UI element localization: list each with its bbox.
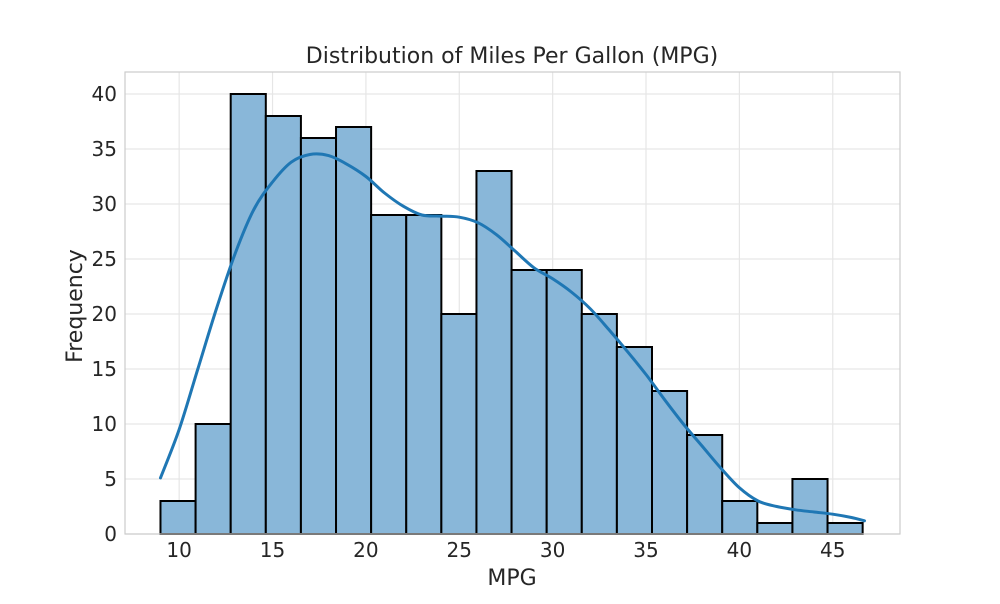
histogram-bar (299, 137, 338, 535)
y-tick-label: 0 (104, 522, 117, 546)
x-axis-label: MPG (487, 566, 536, 591)
y-tick-label: 15 (92, 357, 117, 381)
histogram-bar (194, 423, 232, 535)
y-tick-label: 20 (92, 302, 117, 326)
histogram-bar (791, 478, 829, 535)
histogram-bar (229, 93, 267, 535)
y-tick-label: 30 (92, 192, 117, 216)
histogram-bar (440, 313, 478, 535)
x-tick-label: 25 (447, 538, 472, 562)
histogram-bar (159, 500, 197, 535)
chart-title: Distribution of Miles Per Gallon (MPG) (306, 44, 718, 69)
plot-frame (124, 71, 901, 535)
histogram-bar (721, 500, 759, 535)
y-tick-label: 5 (104, 467, 117, 491)
histogram-bar (651, 390, 689, 535)
x-tick-label: 40 (727, 538, 752, 562)
histogram-bar (580, 313, 618, 535)
x-tick-label: 10 (166, 538, 191, 562)
x-tick-labels: 10 15 20 25 30 35 40 45 (166, 538, 845, 562)
histogram-bar (826, 522, 864, 535)
histogram-bar (545, 269, 583, 535)
y-tick-label: 40 (92, 82, 117, 106)
x-tick-label: 30 (540, 538, 565, 562)
y-tick-labels: 0 5 10 15 20 25 30 35 40 (92, 82, 117, 546)
kde-density-line (158, 152, 867, 523)
y-axis-label: Frequency (63, 249, 88, 363)
histogram-bar (686, 434, 724, 535)
x-tick-label: 15 (260, 538, 285, 562)
histogram-bar (335, 126, 373, 535)
histogram-bars (159, 93, 864, 535)
histogram-bar (264, 115, 302, 535)
x-tick-label: 20 (353, 538, 378, 562)
y-tick-label: 10 (92, 412, 117, 436)
histogram-bar (405, 214, 443, 535)
y-tick-label: 25 (92, 247, 117, 271)
histogram-bar (510, 269, 548, 535)
histogram-bar (370, 214, 408, 535)
histogram-bar (756, 522, 794, 535)
y-tick-label: 35 (92, 137, 117, 161)
x-tick-label: 35 (633, 538, 658, 562)
x-tick-label: 45 (820, 538, 845, 562)
kde-curve-layer (158, 152, 867, 523)
